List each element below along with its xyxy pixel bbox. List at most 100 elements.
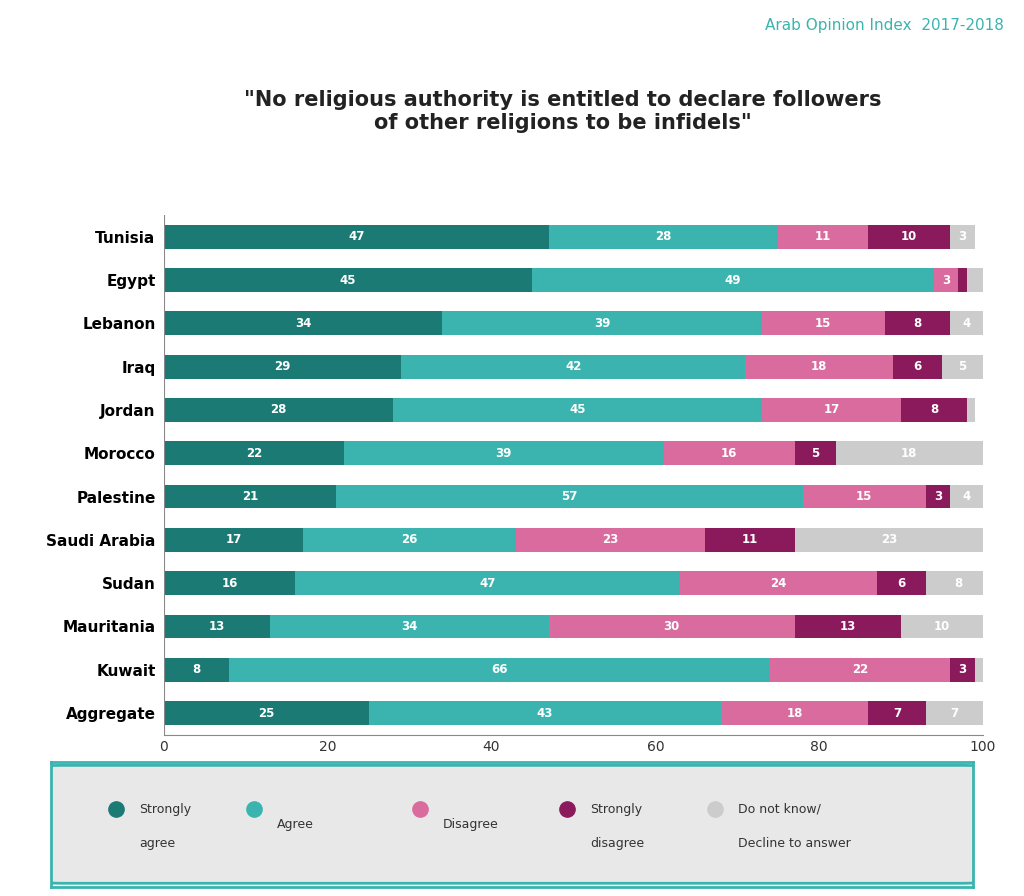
Text: disagree: disagree — [591, 837, 644, 849]
Text: 4: 4 — [963, 490, 971, 503]
Text: 18: 18 — [786, 707, 803, 719]
Bar — [926, 485, 950, 508]
Bar — [532, 268, 934, 292]
Bar — [721, 702, 868, 725]
Text: 11: 11 — [815, 230, 831, 243]
Bar — [680, 572, 877, 595]
Bar — [549, 615, 795, 638]
Text: 39: 39 — [594, 317, 610, 330]
Text: 15: 15 — [856, 490, 872, 503]
Bar — [295, 572, 680, 595]
Text: Disagree: Disagree — [443, 818, 499, 831]
Text: 23: 23 — [602, 533, 618, 547]
Text: 8: 8 — [954, 577, 963, 590]
Text: 22: 22 — [852, 663, 868, 676]
Text: 18: 18 — [901, 447, 918, 460]
Bar — [164, 442, 344, 465]
Bar — [164, 398, 393, 422]
Text: 39: 39 — [496, 447, 512, 460]
Text: 3: 3 — [934, 490, 942, 503]
Bar — [975, 658, 983, 682]
Bar — [967, 398, 975, 422]
Text: 5: 5 — [958, 360, 967, 373]
Text: 7: 7 — [950, 707, 958, 719]
Text: Strongly: Strongly — [591, 803, 642, 815]
Text: 25: 25 — [258, 707, 274, 719]
Bar — [778, 225, 868, 248]
Bar — [229, 658, 770, 682]
Bar — [950, 225, 975, 248]
Text: 4: 4 — [963, 317, 971, 330]
Text: 23: 23 — [881, 533, 897, 547]
Text: 34: 34 — [401, 620, 418, 633]
Text: Do not know/: Do not know/ — [737, 803, 820, 815]
Bar — [926, 702, 983, 725]
Text: 26: 26 — [401, 533, 418, 547]
Bar — [901, 615, 983, 638]
Text: 45: 45 — [569, 403, 586, 417]
Bar — [164, 702, 369, 725]
Text: "No religious authority is entitled to declare followers
of other religions to b: "No religious authority is entitled to d… — [245, 90, 882, 133]
Bar — [270, 615, 549, 638]
Bar — [164, 312, 442, 335]
Text: agree: agree — [139, 837, 175, 849]
Bar — [958, 268, 967, 292]
Text: 6: 6 — [913, 360, 922, 373]
Text: 8: 8 — [193, 663, 201, 676]
Text: 16: 16 — [721, 447, 737, 460]
Bar — [401, 355, 745, 378]
Bar — [164, 528, 303, 552]
Bar — [926, 572, 991, 595]
Text: 7: 7 — [893, 707, 901, 719]
Text: Decline to answer: Decline to answer — [737, 837, 851, 849]
Text: 45: 45 — [340, 273, 356, 287]
Text: 22: 22 — [246, 447, 262, 460]
Text: 57: 57 — [561, 490, 578, 503]
Bar — [967, 268, 983, 292]
Bar — [164, 615, 270, 638]
Text: Arab Opinion Index  2017-2018: Arab Opinion Index 2017-2018 — [765, 18, 1004, 33]
Text: 8: 8 — [930, 403, 938, 417]
Text: 34: 34 — [295, 317, 311, 330]
Bar — [770, 658, 950, 682]
Bar — [745, 355, 893, 378]
Bar — [795, 528, 983, 552]
Bar — [868, 702, 926, 725]
Bar — [950, 485, 983, 508]
Bar — [549, 225, 778, 248]
Bar — [164, 572, 295, 595]
Bar — [762, 312, 885, 335]
Text: 16: 16 — [221, 577, 238, 590]
Text: 47: 47 — [479, 577, 496, 590]
Text: 28: 28 — [655, 230, 672, 243]
Bar — [762, 398, 901, 422]
Bar — [803, 485, 926, 508]
Bar — [950, 658, 975, 682]
Bar — [303, 528, 516, 552]
Text: 42: 42 — [565, 360, 582, 373]
Text: 6: 6 — [897, 577, 905, 590]
Bar — [516, 528, 705, 552]
Text: 3: 3 — [942, 273, 950, 287]
Bar — [164, 658, 229, 682]
Bar — [164, 485, 336, 508]
Text: 43: 43 — [537, 707, 553, 719]
Text: 18: 18 — [811, 360, 827, 373]
Text: 28: 28 — [270, 403, 287, 417]
Bar — [336, 485, 803, 508]
Bar — [705, 528, 795, 552]
Text: 3: 3 — [958, 230, 967, 243]
Bar — [877, 572, 926, 595]
Bar — [885, 312, 950, 335]
Text: 21: 21 — [242, 490, 258, 503]
Bar — [893, 355, 942, 378]
Bar — [795, 615, 901, 638]
Bar — [344, 442, 664, 465]
Text: 13: 13 — [209, 620, 225, 633]
Bar — [442, 312, 762, 335]
Bar — [868, 225, 950, 248]
Text: 49: 49 — [725, 273, 741, 287]
Bar — [901, 398, 967, 422]
Text: 15: 15 — [815, 317, 831, 330]
Bar — [164, 225, 549, 248]
